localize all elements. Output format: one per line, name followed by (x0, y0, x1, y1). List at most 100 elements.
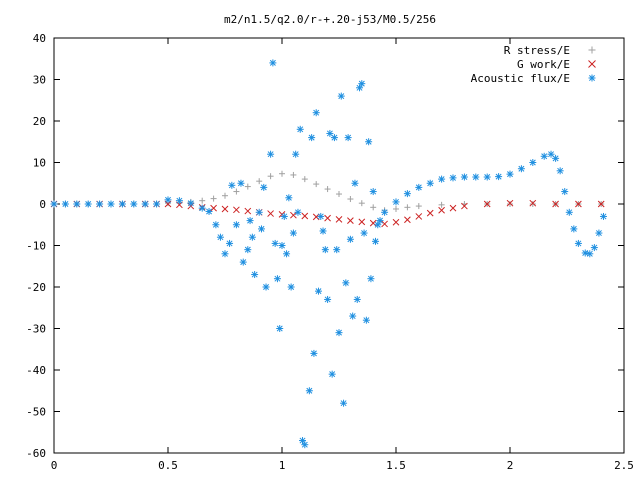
data-point (232, 221, 240, 229)
data-point (335, 216, 343, 223)
data-marks (50, 59, 607, 449)
data-point (340, 399, 348, 407)
data-point (233, 206, 240, 214)
data-point (73, 200, 81, 208)
data-point (251, 271, 259, 279)
data-point (267, 210, 274, 217)
data-point (221, 205, 229, 213)
data-point (267, 150, 275, 158)
x-tick-label: 1 (279, 459, 286, 472)
data-point (581, 249, 589, 257)
data-point (347, 196, 354, 203)
data-point (415, 183, 423, 191)
data-point (367, 275, 375, 283)
legend-marker (588, 74, 596, 82)
data-point (438, 206, 445, 214)
data-point (287, 283, 295, 291)
data-point (164, 196, 172, 204)
data-point (565, 208, 573, 216)
data-point (248, 233, 256, 241)
data-point (365, 138, 373, 146)
data-point (267, 173, 274, 180)
data-point (330, 134, 338, 142)
data-point (461, 202, 468, 210)
data-point (301, 441, 309, 449)
data-point (222, 192, 228, 199)
data-point (276, 325, 284, 332)
data-point (506, 199, 514, 207)
data-point (358, 218, 366, 226)
y-tick-label: 40 (33, 32, 46, 45)
data-point (370, 204, 377, 211)
data-point (552, 154, 560, 162)
data-point (153, 200, 161, 208)
data-point (257, 225, 265, 233)
x-tick-label: 2.5 (614, 459, 634, 472)
data-point (301, 212, 309, 220)
data-point (392, 218, 400, 226)
data-point (404, 204, 411, 211)
y-tick-label: 10 (33, 157, 46, 170)
data-point (210, 195, 217, 202)
data-point (426, 209, 434, 217)
y-tick-label: -60 (26, 447, 46, 460)
data-point (574, 239, 582, 247)
data-point (597, 200, 605, 208)
data-point (449, 174, 457, 182)
data-point (262, 283, 270, 291)
data-point (328, 370, 336, 378)
data-point (376, 217, 384, 225)
data-point (312, 109, 320, 117)
data-point (221, 250, 229, 258)
data-point (529, 199, 537, 207)
data-point (346, 235, 354, 243)
data-point (308, 134, 316, 142)
data-point (256, 178, 263, 185)
legend-label: Acoustic flux/E (471, 72, 570, 85)
data-point (321, 246, 329, 254)
data-point (244, 183, 251, 190)
data-point (290, 211, 297, 219)
data-point (61, 200, 69, 208)
data-point (292, 150, 300, 158)
data-point (285, 194, 293, 202)
data-point (374, 221, 382, 229)
x-tick-label: 0.5 (158, 459, 178, 472)
data-point (460, 173, 468, 181)
data-point (141, 200, 149, 208)
x-tick-label: 0 (51, 459, 58, 472)
data-point (586, 250, 594, 258)
data-point (216, 233, 224, 241)
y-tick-label: -50 (26, 406, 46, 419)
data-point (301, 176, 308, 183)
data-point (472, 173, 480, 181)
data-point (362, 316, 370, 324)
data-point (342, 279, 350, 287)
data-point (483, 200, 491, 208)
data-point (273, 275, 281, 283)
data-point (507, 201, 513, 207)
legend-label: R stress/E (504, 44, 570, 57)
data-point (590, 244, 598, 252)
data-point (96, 200, 104, 208)
data-point (449, 204, 457, 212)
data-point (118, 200, 126, 208)
data-point (255, 208, 263, 216)
data-point (349, 312, 357, 320)
data-point (506, 170, 514, 178)
data-point (210, 204, 217, 212)
data-point (107, 200, 115, 208)
data-point (556, 167, 564, 175)
data-point (84, 200, 92, 208)
y-tick-label: -40 (26, 364, 46, 377)
data-point (403, 190, 411, 198)
data-point (279, 170, 285, 177)
data-point (415, 213, 423, 220)
data-point (529, 159, 537, 166)
data-point (392, 198, 400, 206)
data-point (199, 197, 206, 204)
data-point (415, 203, 422, 210)
data-point (280, 212, 288, 220)
data-point (336, 191, 342, 198)
